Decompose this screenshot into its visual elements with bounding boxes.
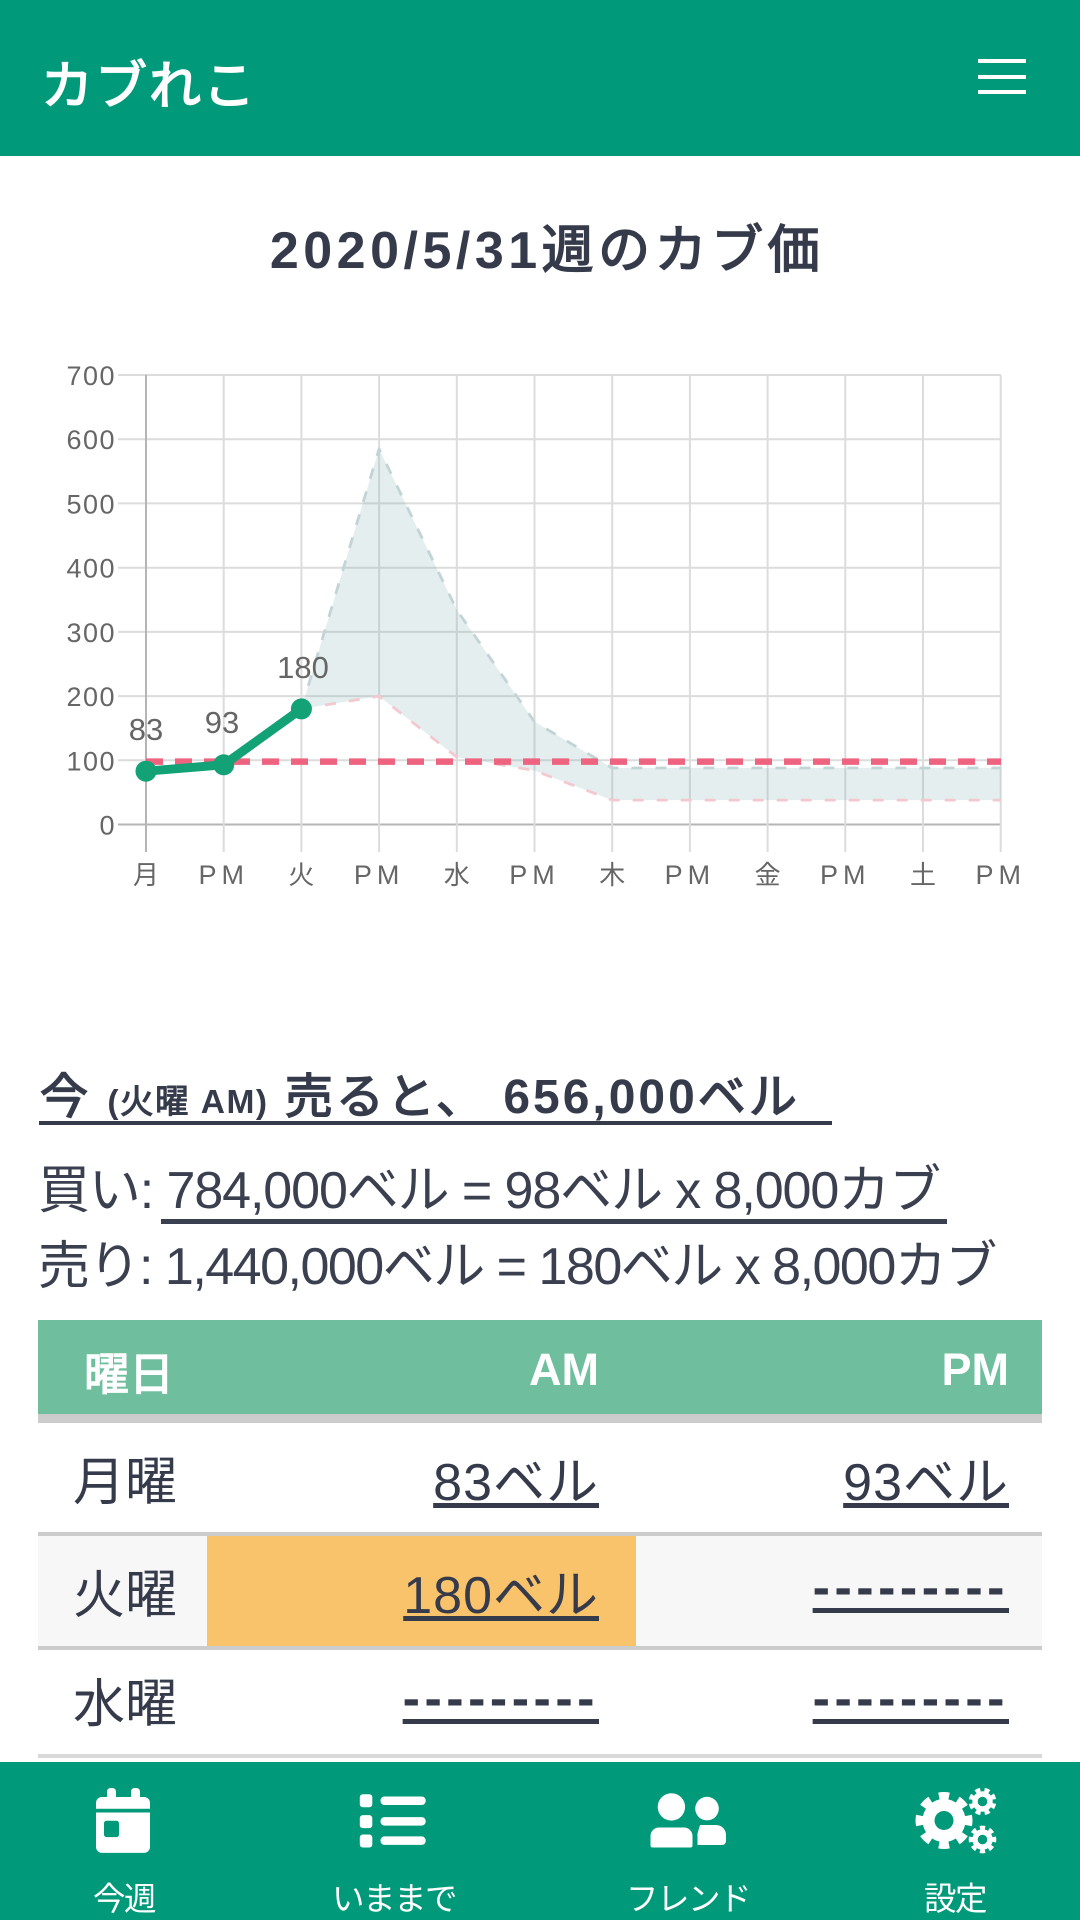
svg-text:木: 木 [599,860,625,890]
svg-text:400: 400 [66,554,116,584]
svg-text:火: 火 [288,860,314,890]
svg-text:PM: PM [198,860,249,890]
svg-text:PM: PM [820,860,871,890]
svg-text:100: 100 [66,746,116,776]
svg-text:いままで: いままで [332,1881,456,1917]
svg-text:月: 月 [133,860,159,890]
svg-text:0: 0 [99,811,116,841]
svg-text:今週: 今週 [93,1881,156,1917]
svg-text:PM: PM [509,860,560,890]
svg-text:300: 300 [66,618,116,648]
svg-text:600: 600 [66,425,116,455]
svg-text:PM: PM [665,860,716,890]
svg-text:83: 83 [129,712,163,747]
svg-text:水: 水 [444,860,470,890]
svg-text:180: 180 [277,650,329,685]
svg-text:設定: 設定 [924,1881,987,1917]
svg-text:93: 93 [205,705,239,740]
svg-text:500: 500 [66,490,116,520]
svg-text:フレンド: フレンド [626,1881,750,1917]
svg-text:700: 700 [66,361,116,391]
svg-text:PM: PM [975,860,1026,890]
svg-text:200: 200 [66,682,116,712]
svg-text:土: 土 [910,860,936,890]
svg-text:PM: PM [354,860,405,890]
svg-text:金: 金 [755,860,781,890]
